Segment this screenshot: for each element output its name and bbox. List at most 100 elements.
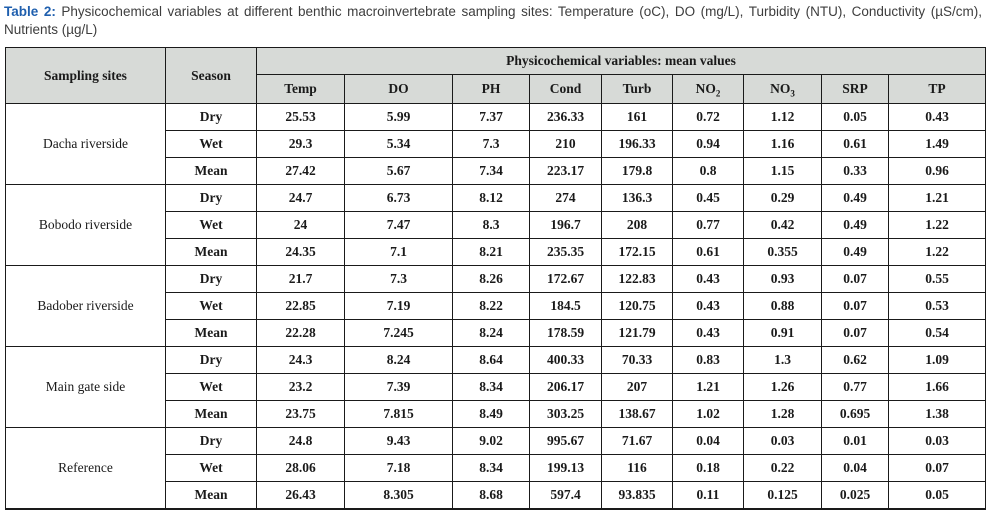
value-cell: 8.12: [452, 184, 530, 212]
value-cell: 274: [529, 184, 602, 212]
value-cell: 0.22: [743, 454, 822, 482]
season-cell: Wet: [165, 373, 257, 401]
value-cell: 8.34: [452, 373, 530, 401]
season-cell: Wet: [165, 130, 257, 158]
value-cell: 24: [256, 211, 345, 239]
value-cell: 0.8: [672, 157, 744, 185]
value-cell: 70.33: [601, 346, 673, 374]
value-cell: 0.07: [821, 292, 889, 320]
table-caption-text: Physicochemical variables at different b…: [4, 4, 983, 37]
value-cell: 1.09: [887, 346, 987, 374]
value-cell: 0.025: [821, 481, 889, 509]
value-cell: 26.43: [256, 481, 345, 509]
value-cell: 1.49: [887, 130, 987, 158]
value-cell: 0.77: [672, 211, 744, 239]
value-cell: 0.07: [821, 319, 889, 347]
header-var-ph: PH: [452, 74, 530, 104]
value-cell: 27.42: [256, 157, 345, 185]
value-cell: 1.21: [887, 184, 987, 212]
value-cell: 1.02: [672, 400, 744, 428]
site-name-cell: Badober riverside: [5, 265, 166, 347]
value-cell: 5.99: [344, 103, 453, 131]
value-cell: 8.68: [452, 481, 530, 509]
header-var-turb: Turb: [601, 74, 673, 104]
value-cell: 0.07: [821, 265, 889, 293]
value-cell: 0.05: [887, 481, 987, 509]
value-cell: 0.49: [821, 184, 889, 212]
value-cell: 0.49: [821, 211, 889, 239]
value-cell: 172.67: [529, 265, 602, 293]
value-cell: 0.62: [821, 346, 889, 374]
value-cell: 8.3: [452, 211, 530, 239]
value-cell: 1.26: [743, 373, 822, 401]
value-cell: 24.7: [256, 184, 345, 212]
season-cell: Dry: [165, 103, 257, 131]
variable-header-row: Temp DO PH Cond Turb NO2 NO3 SRP TP: [6, 74, 987, 104]
value-cell: 120.75: [601, 292, 673, 320]
value-cell: 0.94: [672, 130, 744, 158]
value-cell: 0.43: [887, 103, 987, 131]
value-cell: 0.96: [887, 157, 987, 185]
header-group: Physicochemical variables: mean values: [255, 47, 987, 75]
value-cell: 28.06: [256, 454, 345, 482]
value-cell: 138.67: [601, 400, 673, 428]
value-cell: 0.45: [672, 184, 744, 212]
value-cell: 0.03: [743, 427, 822, 455]
value-cell: 24.3: [256, 346, 345, 374]
value-cell: 21.7: [256, 265, 345, 293]
value-cell: 210: [529, 130, 602, 158]
table-row: Wet 28.06 7.18 8.34 199.13 116 0.18 0.22 0.04 0.0…: [6, 454, 987, 482]
header-var-srp: SRP: [821, 74, 889, 104]
value-cell: 206.17: [529, 373, 602, 401]
value-cell: 1.3: [743, 346, 822, 374]
value-cell: 5.34: [344, 130, 453, 158]
value-cell: 8.22: [452, 292, 530, 320]
site-name-cell: Main gate side: [5, 346, 166, 428]
value-cell: 7.1: [344, 238, 453, 266]
value-cell: 1.15: [743, 157, 822, 185]
value-cell: 0.43: [672, 319, 744, 347]
value-cell: 179.8: [601, 157, 673, 185]
season-cell: Mean: [165, 481, 257, 509]
value-cell: 223.17: [529, 157, 602, 185]
table-row: Wet 29.3 5.34 7.3 210 196.33 0.94 1.16 0.61 1.49: [6, 130, 987, 158]
header-var-temp: Temp: [256, 74, 345, 104]
value-cell: 1.16: [743, 130, 822, 158]
value-cell: 0.33: [821, 157, 889, 185]
value-cell: 0.07: [887, 454, 987, 482]
value-cell: 121.79: [601, 319, 673, 347]
table-row: Mean 23.75 7.815 8.49 303.25 138.67 1.02 1.28 0.…: [6, 400, 987, 428]
value-cell: 93.835: [601, 481, 673, 509]
value-cell: 0.49: [821, 238, 889, 266]
value-cell: 236.33: [529, 103, 602, 131]
value-cell: 22.85: [256, 292, 345, 320]
value-cell: 7.47: [344, 211, 453, 239]
table-row: Reference Dry 24.8 9.43 9.02 995.67 71.67 0.04 0…: [5, 427, 987, 509]
table-header: Sampling sites Season Physicochemical va…: [5, 47, 987, 104]
value-cell: 8.21: [452, 238, 530, 266]
value-cell: 0.42: [743, 211, 822, 239]
value-cell: 0.72: [672, 103, 744, 131]
value-cell: 23.75: [256, 400, 345, 428]
value-cell: 1.22: [887, 238, 987, 266]
value-cell: 161: [601, 103, 673, 131]
season-cell: Dry: [165, 265, 257, 293]
value-cell: 0.18: [672, 454, 744, 482]
header-var-do: DO: [344, 74, 453, 104]
value-cell: 9.02: [452, 427, 530, 455]
value-cell: 0.11: [672, 481, 744, 509]
value-cell: 0.91: [743, 319, 822, 347]
value-cell: 24.8: [256, 427, 345, 455]
value-cell: 6.73: [344, 184, 453, 212]
value-cell: 22.28: [256, 319, 345, 347]
value-cell: 0.05: [821, 103, 889, 131]
table-row: Badober riverside Dry 21.7 7.3 8.26 172.67 122…: [5, 265, 987, 347]
value-cell: 7.3: [452, 130, 530, 158]
value-cell: 0.695: [821, 400, 889, 428]
site-name-cell: Dacha riverside: [5, 103, 166, 185]
table-body: Dacha riverside Dry 25.53 5.99 7.37 236.33 161…: [5, 103, 987, 509]
value-cell: 8.24: [452, 319, 530, 347]
header-var-cond: Cond: [529, 74, 602, 104]
value-cell: 136.3: [601, 184, 673, 212]
